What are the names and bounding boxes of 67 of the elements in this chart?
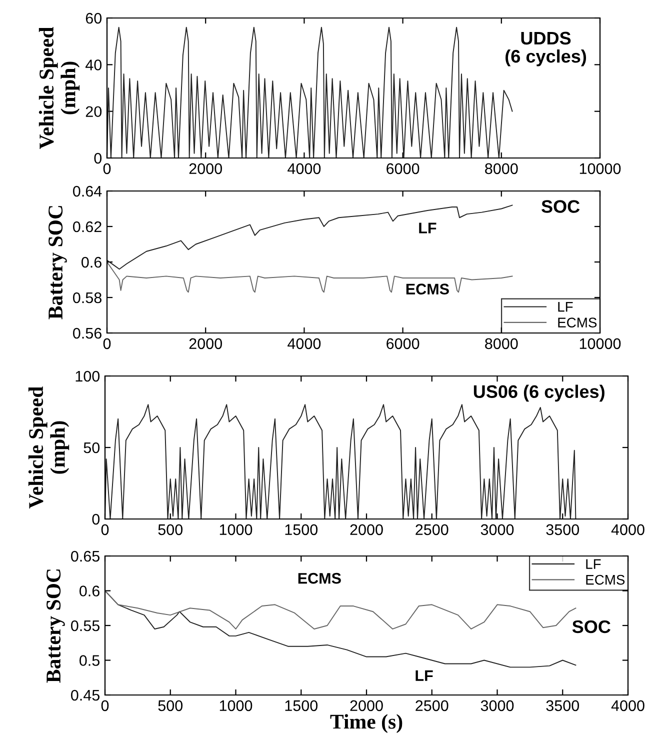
x-tick-label: 2000 <box>350 524 383 536</box>
x-tick-label: 0 <box>103 163 111 174</box>
x-tick-label: 500 <box>158 700 183 712</box>
x-tick-label: 6000 <box>386 338 420 350</box>
x-tick-label: 1500 <box>285 700 318 712</box>
annotation: US06 (6 cycles) <box>474 384 604 402</box>
y-tick-label: 50 <box>84 442 100 454</box>
line-series <box>105 404 576 519</box>
y-tick-label: 0.62 <box>73 221 102 232</box>
x-tick-label: 4000 <box>611 524 644 536</box>
x-tick-label: 4000 <box>288 163 321 174</box>
x-tick-label: 2500 <box>416 700 448 712</box>
y-tick-label: 0.58 <box>73 292 102 304</box>
y-tick-label: 60 <box>86 12 102 24</box>
y-tick-label: 0.65 <box>71 550 100 562</box>
annotation: SOC <box>572 620 610 634</box>
annotation: UDDS (6 cycles) <box>506 32 586 66</box>
y-axis-title: Vehicle Speed (mph) <box>28 386 70 509</box>
x-tick-label: 3000 <box>480 524 514 536</box>
x-tick-label: 8000 <box>485 338 518 350</box>
x-tick-label: 4000 <box>611 700 644 712</box>
x-tick-label: 500 <box>158 524 183 536</box>
annotation: ECMS <box>298 572 341 584</box>
y-tick-label: 0 <box>94 152 102 164</box>
x-tick-label: 1000 <box>220 524 252 536</box>
y-axis-title: Battery SOC <box>48 206 67 320</box>
y-tick-label: 0.6 <box>80 586 100 596</box>
legend-label: ECMS <box>558 318 597 328</box>
x-tick-label: 10000 <box>580 338 621 350</box>
x-tick-label: 2000 <box>350 700 383 712</box>
x-tick-label: 2000 <box>189 338 222 350</box>
x-tick-label: 0 <box>101 524 109 536</box>
line-series <box>107 262 513 293</box>
y-axis-title: Battery SOC <box>46 570 65 683</box>
y-tick-label: 0.55 <box>71 620 100 632</box>
y-axis-title: Vehicle Speed (mph) <box>38 26 80 150</box>
x-tick-label: 4000 <box>288 338 321 350</box>
legend-label: ECMS <box>586 574 625 585</box>
annotation: LF <box>419 222 436 234</box>
y-tick-label: 0.56 <box>73 328 102 339</box>
x-tick-label: 10000 <box>580 163 621 174</box>
legend-label: LF <box>586 559 601 569</box>
x-tick-label: 0 <box>103 338 111 350</box>
y-tick-label: 0.45 <box>71 690 100 701</box>
legend-label: LF <box>558 302 573 312</box>
x-tick-label: 3000 <box>480 700 514 712</box>
y-tick-label: 40 <box>86 60 102 70</box>
x-tick-label: 1500 <box>285 524 318 536</box>
x-tick-label: 3500 <box>546 700 580 712</box>
x-tick-label: 8000 <box>485 163 518 174</box>
x-tick-label: 1000 <box>220 700 252 712</box>
annotation: LF <box>416 670 433 681</box>
x-tick-label: 3500 <box>546 524 580 536</box>
x-tick-label: 2500 <box>416 524 448 536</box>
y-tick-label: 0.5 <box>80 655 100 666</box>
line-series <box>107 204 513 270</box>
y-tick-label: 20 <box>86 106 102 118</box>
x-tick-label: 6000 <box>386 163 420 174</box>
annotation: SOC <box>542 200 580 213</box>
y-tick-label: 100 <box>76 370 100 382</box>
y-tick-label: 0 <box>92 514 100 525</box>
y-tick-label: 0.6 <box>82 256 102 268</box>
y-tick-label: 0.64 <box>73 186 102 197</box>
annotation: ECMS <box>406 284 449 294</box>
x-tick-label: 2000 <box>189 163 222 174</box>
x-tick-label: 0 <box>101 700 109 712</box>
x-axis-title: Time (s) <box>330 714 402 733</box>
